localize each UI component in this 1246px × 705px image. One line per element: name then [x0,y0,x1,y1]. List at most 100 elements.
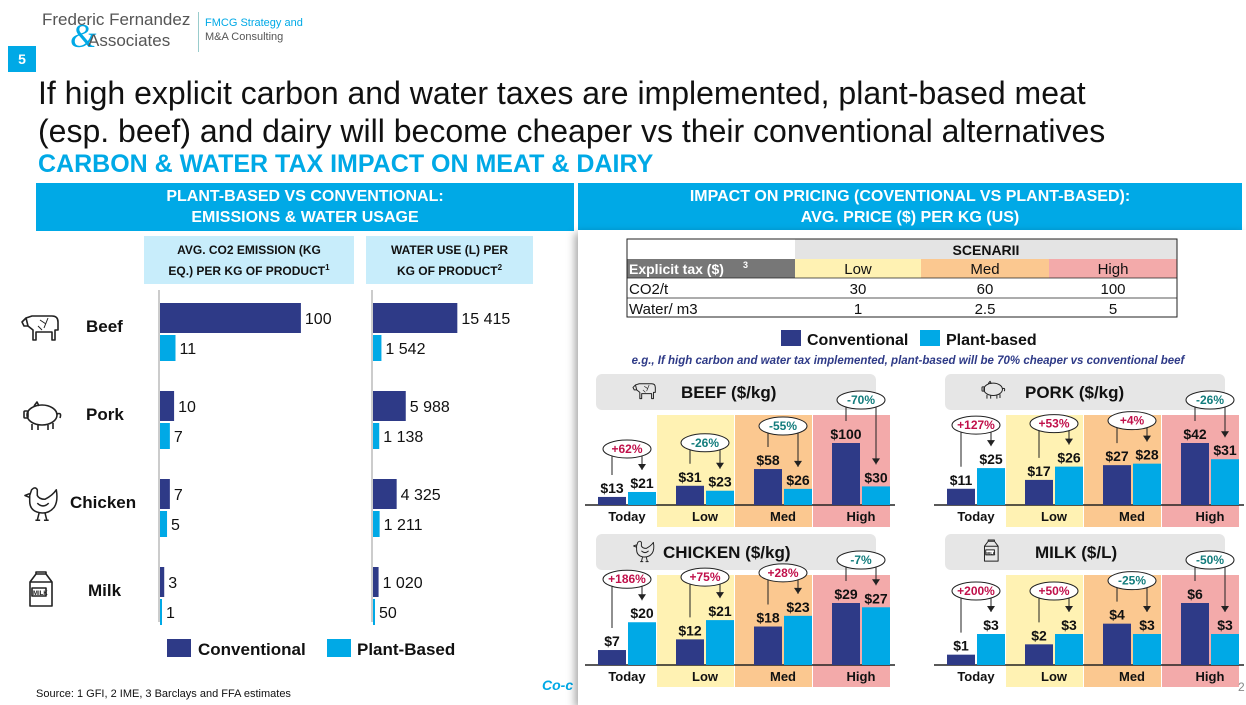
cut-off-text: Co-c [542,677,574,693]
right-band-line2: AVG. PRICE ($) PER KG (US) [800,209,1020,226]
label-plant-today: $3 [983,617,999,633]
tax-value-1-2: 5 [1109,301,1117,318]
co2-header-line2-text: EQ.) PER KG OF PRODUCT [168,264,326,278]
scenario-col-high: High [1098,261,1129,278]
change-arrowhead-med [794,587,802,594]
co2-value-pork-conventional: 10 [178,399,196,416]
change-bubble-today [602,439,652,459]
co2-value-beef-conventional: 100 [305,311,332,328]
bar-conventional-today [947,654,975,665]
change-arrowhead-high [872,579,880,586]
tax-row-label-1: Water/ m3 [629,301,698,318]
scenario-label-med: Med [1119,669,1145,684]
carton-label [31,587,47,597]
price-panel-beef: BEEF ($/kg) $13 $21 +62% Today $31 $23 -26% Low $… [585,374,895,527]
carton-text: MILK [986,551,995,555]
label-conventional-med: $4 [1109,607,1125,623]
change-value-low: +50% [1038,584,1069,598]
label-conventional-med: $27 [1105,448,1129,464]
label-plant-low: $23 [708,474,732,490]
water-bar-chicken-conventional [373,479,397,509]
change-arrowhead-med [1143,435,1151,442]
pig-icon [23,401,62,430]
panel-title-bg [596,534,876,570]
slide-title-line1: If high explicit carbon and water taxes … [38,75,1086,111]
co2-value-pork-plant: 7 [174,429,183,446]
price-legend-swatch-conventional [781,330,801,346]
milk-carton-icon: MILK [29,571,53,607]
change-arrow-today [611,455,643,475]
co2-value-milk-plant: 1 [166,605,175,622]
change-bubble-today [602,569,652,589]
pig-snout [23,410,29,419]
label-conventional-med: $58 [756,452,780,468]
change-value-med: +28% [767,566,798,580]
water-header-line2-text: KG OF PRODUCT [396,264,498,278]
milk-carton-icon: MILK [983,539,999,562]
bar-conventional-high [832,603,860,665]
co2-header: AVG. CO2 EMISSION (KG EQ.) PER KG OF PRO… [144,236,354,284]
change-value-high: -7% [850,553,872,567]
change-arrowhead-med [794,460,802,467]
chicken-body [636,540,655,558]
change-bubble-low [1029,414,1079,434]
pig-body [983,382,1003,396]
label-conventional-today: $11 [950,472,973,488]
cow-icon [632,383,656,400]
left-band-line2: EMISSIONS & WATER USAGE [191,209,419,226]
change-value-high: -70% [847,393,875,407]
label-plant-today: $20 [630,605,654,621]
co2-bar-chicken-plant [160,511,168,537]
brand-tagline-1: FMCG Strategy and [205,17,303,29]
water-bar-pork-plant [373,423,380,449]
scenario-label-high: High [847,509,876,524]
carton-shape [983,539,999,562]
change-bubble-today [951,581,1001,601]
co2-bar-milk-conventional [160,567,165,597]
scenario-col-bg-high [1049,259,1177,278]
water-value-pork-conventional: 5 988 [410,399,450,416]
scenario-col-bg-med [921,259,1049,278]
slide-subtitle: CARBON & WATER TAX IMPACT ON MEAT & DAIR… [38,150,654,178]
change-arrowhead-today [987,606,995,612]
scenario-label-low: Low [1041,509,1068,524]
co2-header-sup: 1 [325,263,330,272]
panel-title: BEEF ($/kg) [681,383,776,402]
scenario-label-high: High [847,669,876,684]
brand-divider [198,12,199,52]
row-label-chicken: Chicken [70,493,136,512]
water-header: WATER USE (L) PER KG OF PRODUCT2 [366,236,533,284]
change-arrowhead-low [716,592,724,599]
water-bar-pork-conventional [373,391,406,421]
co2-value-chicken-conventional: 7 [174,487,183,504]
tax-value-1-0: 1 [854,301,862,318]
change-bubble-med [1107,411,1157,431]
scenario-label-med: Med [1119,509,1145,524]
scenario-label-low: Low [1041,669,1068,684]
label-conventional-high: $100 [830,426,861,442]
scenario-label-high: High [1196,509,1225,524]
panel-title: MILK ($/L) [1035,543,1117,562]
co2-bar-milk-plant [160,599,162,625]
change-bubble-med [758,563,808,583]
brand-tagline: FMCG Strategy and M&A Consulting [205,16,303,44]
water-bar-milk-conventional [373,567,379,597]
water-value-chicken-plant: 1 211 [384,517,423,534]
scenario-label-today: Today [608,509,646,524]
row-label-pork: Pork [86,405,124,424]
cow-body [25,315,59,341]
bar-plant-today [977,468,1005,505]
water-value-pork-plant: 1 138 [383,429,423,446]
label-conventional-low: $17 [1027,463,1051,479]
change-value-med: -25% [1118,574,1146,588]
change-arrowhead-today [987,440,995,447]
label-conventional-low: $31 [678,469,702,485]
bar-plant-high [862,607,890,665]
carton-label [985,549,995,556]
co2-value-beef-plant: 11 [180,341,197,358]
change-arrowhead-high [1221,431,1229,438]
co2-bar-beef-conventional [160,303,301,333]
label-conventional-low: $12 [678,622,702,638]
bar-plant-high [1211,459,1239,505]
row-label-milk: Milk [88,581,122,600]
